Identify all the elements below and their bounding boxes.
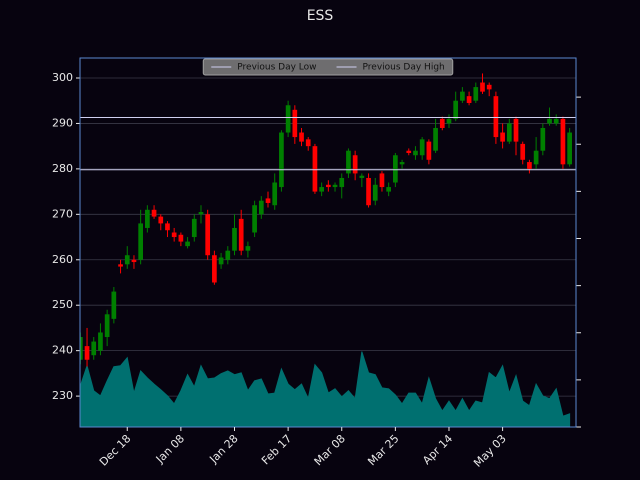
candle-body (232, 227, 237, 251)
candle-body (466, 96, 472, 103)
candle-body (272, 182, 278, 206)
candle-body (225, 250, 231, 260)
candle-body (111, 291, 117, 319)
legend-label: Previous Day Low (237, 63, 316, 73)
x-tick-label: Dec 18 (97, 432, 134, 469)
candle-body (379, 173, 385, 188)
y-tick-label: 240 (52, 344, 73, 357)
candle-body (131, 259, 137, 263)
candle-body (158, 216, 164, 224)
candle-body (124, 255, 130, 265)
x-tick-label: Jan 08 (153, 432, 187, 466)
y-tick-label: 230 (52, 389, 73, 402)
y-tick-label: 300 (52, 71, 73, 84)
candle-body (178, 234, 184, 242)
y-tick-label: 250 (52, 298, 73, 311)
legend: Previous Day Low Previous Day High (202, 58, 454, 76)
candle-body (486, 84, 492, 90)
candle-body (205, 214, 211, 256)
candle-body (346, 150, 351, 174)
candle-body (366, 177, 371, 206)
candle-body (527, 162, 532, 169)
x-tick-label: May 03 (471, 432, 509, 470)
candle-body (520, 143, 526, 160)
candle-body (506, 123, 512, 142)
candle-body (399, 162, 405, 165)
candle-body (104, 314, 110, 338)
candle-body (540, 127, 546, 151)
candle-body (500, 132, 505, 142)
candle-body (312, 146, 318, 192)
x-tick-label: Feb 17 (259, 432, 294, 467)
volume-area (80, 351, 571, 427)
candle-body (533, 150, 539, 165)
y-tick-label: 260 (52, 253, 73, 266)
candle-body (165, 223, 170, 231)
candle-body (305, 139, 311, 147)
candle-body (212, 255, 217, 283)
candle-body (319, 187, 324, 192)
candle-body (339, 177, 345, 188)
candle-body (359, 175, 365, 178)
candle-body (547, 118, 552, 124)
candle-body (480, 82, 485, 92)
candle-body (426, 141, 432, 160)
candle-body (406, 150, 412, 153)
candle-body (413, 150, 418, 156)
candle-body (513, 118, 519, 142)
legend-label: Previous Day High (363, 63, 445, 73)
candle-body (252, 205, 257, 233)
candle-body (386, 187, 392, 192)
candle-body (352, 155, 358, 174)
candle-body (171, 232, 177, 238)
candle-body (91, 341, 97, 356)
chart-title: ESS (307, 8, 334, 24)
candle-body (567, 132, 572, 165)
candle-body (265, 198, 271, 203)
candle-body (325, 184, 331, 188)
candle-body (439, 118, 445, 128)
candle-body (118, 264, 123, 267)
x-tick-label: Mar 25 (365, 432, 401, 468)
plot-frame (79, 57, 577, 428)
candle-body (292, 109, 298, 138)
candle-body (98, 332, 103, 351)
y-tick-label: 270 (52, 207, 73, 220)
y-tick-label: 290 (52, 116, 73, 129)
candle-body (80, 337, 83, 360)
candle-body (372, 184, 378, 201)
candle-body (560, 118, 566, 165)
x-tick-label: Jan 28 (206, 432, 240, 466)
candle-body (245, 246, 251, 251)
candle-body (553, 118, 559, 124)
y-tick-label: 280 (52, 162, 73, 175)
candle-body (299, 132, 304, 142)
legend-box (202, 58, 454, 76)
candle-body (84, 346, 90, 360)
candle-body (185, 241, 190, 247)
candle-body (138, 223, 144, 260)
candle-body (285, 105, 291, 133)
candle-body (332, 184, 338, 188)
candle-body (258, 200, 264, 215)
candle-body (460, 91, 465, 101)
candle-body (473, 87, 479, 101)
plot (80, 73, 572, 427)
candle-body (446, 118, 452, 124)
candle-body (145, 209, 150, 228)
candle-body (419, 139, 425, 156)
candle-body (453, 100, 459, 119)
candle-body (493, 96, 499, 138)
candle-body (198, 212, 204, 215)
candle-body (279, 132, 284, 188)
candle-body (433, 127, 438, 151)
candle-body (218, 257, 224, 265)
x-tick-label: Apr 14 (420, 432, 455, 467)
candle-body (151, 209, 157, 217)
x-tick-label: Mar 08 (312, 432, 348, 468)
candle-body (191, 218, 197, 238)
candle-body (393, 155, 398, 183)
candle-body (238, 218, 244, 251)
